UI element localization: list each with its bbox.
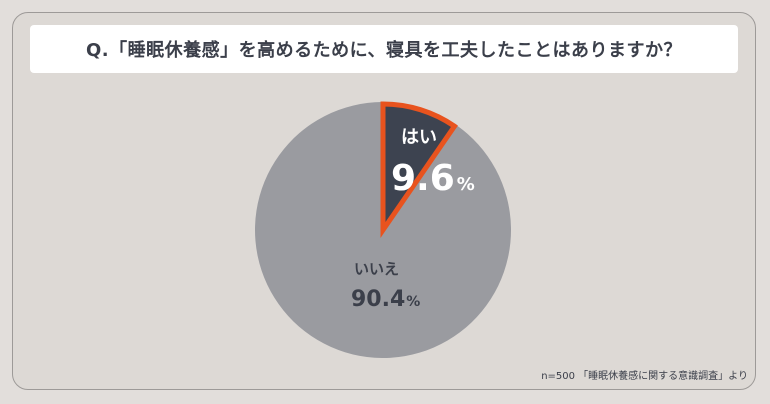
source-note: n=500 「睡眠休養感に関する意識調査」より bbox=[541, 371, 748, 382]
question-title-box: Q.「睡眠休養感」を高めるために、寝具を工夫したことはありますか？ bbox=[30, 25, 738, 73]
slice-value-no-number: 90.4 bbox=[351, 287, 405, 312]
slice-value-no-unit: % bbox=[406, 294, 420, 310]
question-title: Q.「睡眠休養感」を高めるために、寝具を工夫したことはありますか？ bbox=[85, 40, 683, 61]
slice-label-no: いいえ bbox=[354, 260, 399, 278]
slice-value-yes: 9.6% bbox=[391, 158, 475, 199]
slice-value-no: 90.4% bbox=[351, 287, 420, 312]
slice-label-yes: はい bbox=[401, 127, 437, 148]
slice-value-yes-number: 9.6 bbox=[391, 158, 455, 199]
pie-slice-yes bbox=[380, 101, 458, 239]
slice-value-yes-unit: % bbox=[457, 174, 475, 195]
